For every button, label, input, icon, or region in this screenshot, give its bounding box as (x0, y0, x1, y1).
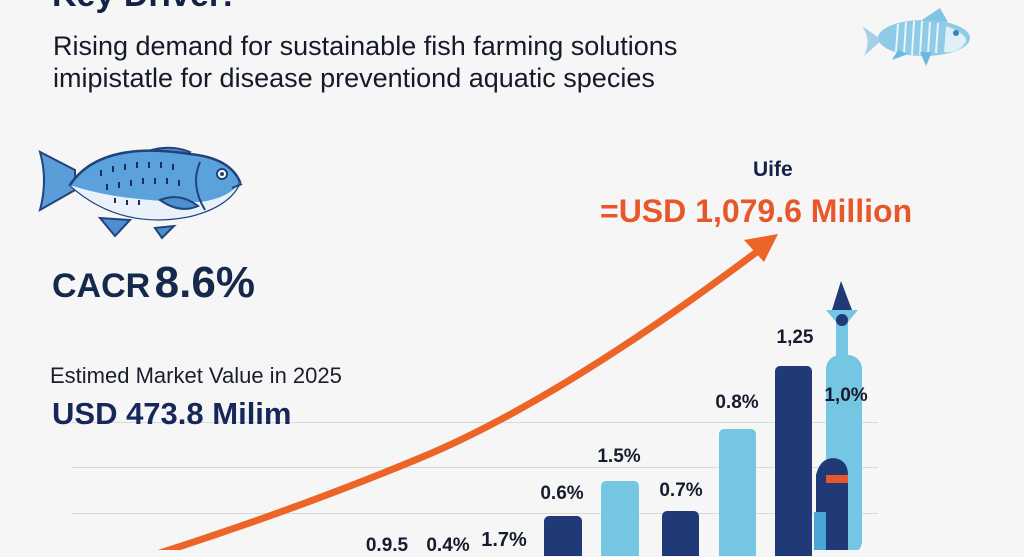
cagr-metric: CACR 8.6% (52, 258, 255, 308)
bar (719, 429, 756, 556)
bar-label: 0.8% (715, 392, 759, 413)
bar-label: 0.7% (659, 480, 703, 501)
bar (662, 511, 699, 556)
forecast-label: Uife (753, 158, 793, 181)
subtitle: Rising demand for sustainable fish farmi… (53, 31, 678, 93)
cagr-label: CACR (52, 267, 151, 305)
gridline (72, 513, 878, 514)
estimate-value: USD 473.8 Milim (52, 396, 292, 431)
bar-label: 0.4% (426, 535, 470, 556)
cagr-value: 8.6% (154, 258, 255, 307)
forecast-value: =USD 1,079.6 Million (600, 193, 913, 229)
page-title: Key Driver: (52, 0, 233, 12)
bar-label: 1.5% (597, 446, 641, 467)
estimate-label: Estimed Market Value in 2025 (50, 363, 342, 388)
bar-label: 1,0% (824, 385, 868, 406)
bar (544, 516, 582, 556)
bar (601, 481, 639, 556)
bar-label: 1.7% (481, 529, 527, 551)
bar-label: 0.6% (540, 483, 584, 504)
bar-label: 1,25 (776, 327, 814, 348)
bar (775, 366, 812, 556)
bar-label: 0.9.5 (365, 535, 409, 556)
gridline (72, 467, 878, 468)
